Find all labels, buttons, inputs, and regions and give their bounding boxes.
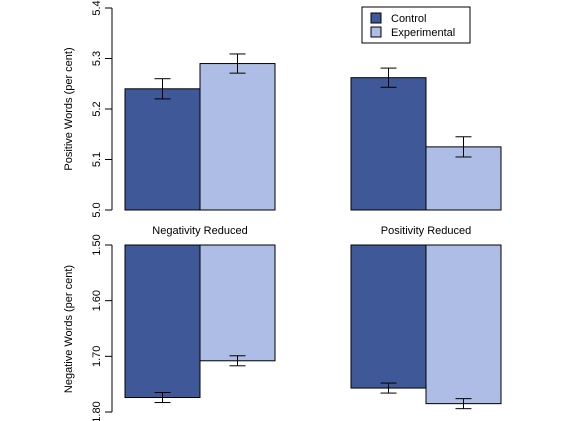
bar-control-positivity-reduced (350, 77, 427, 211)
bar-control-negativity-reduced (124, 244, 201, 399)
legend-swatch-control (370, 12, 382, 24)
y-tick-label: 1.50 (91, 234, 103, 255)
legend-label-experimental: Experimental (391, 27, 455, 39)
bar-experimental-negativity-reduced (199, 63, 276, 211)
bar-control-positivity-reduced (350, 244, 427, 389)
category-label-positivity-reduced: Positivity Reduced (381, 225, 472, 237)
y-tick-label: 5.4 (91, 0, 103, 15)
y-tick-label: 5.3 (91, 51, 103, 66)
y-tick-label: 5.0 (91, 202, 103, 217)
legend: Control Experimental (361, 6, 471, 44)
legend-label-control: Control (391, 13, 426, 25)
category-label-negativity-reduced: Negativity Reduced (152, 225, 247, 237)
bar-control-negativity-reduced (124, 88, 201, 211)
y-axis-label: Positive Words (per cent) (63, 47, 75, 170)
bar-experimental-negativity-reduced (199, 244, 276, 362)
y-tick-label: 5.2 (91, 101, 103, 116)
legend-swatch-experimental (370, 26, 382, 38)
y-tick-label: 1.70 (91, 346, 103, 367)
y-tick-label: 1.80 (91, 401, 103, 421)
bar-experimental-positivity-reduced (425, 244, 502, 405)
y-tick-label: 5.1 (91, 152, 103, 167)
bottom-panel: 1.50 1.60 1.70 1.80 Negative Words (per cent… (63, 234, 502, 421)
y-tick-label: 1.60 (91, 290, 103, 311)
y-axis-label: Negative Words (per cent) (63, 265, 75, 393)
top-panel: 5.0 5.1 5.2 5.3 5.4 Positive Words (per cent)… (63, 0, 502, 237)
